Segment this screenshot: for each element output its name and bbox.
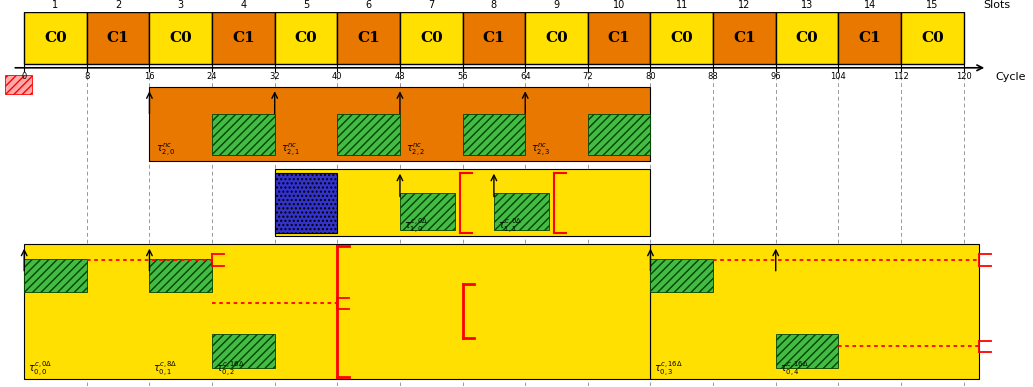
Bar <box>776 12 839 64</box>
Bar <box>839 12 901 64</box>
Text: C0: C0 <box>670 31 693 45</box>
Bar <box>212 12 275 64</box>
Text: 2: 2 <box>115 0 121 10</box>
Text: $\tau_{1,0}^{c,0\Delta}$: $\tau_{1,0}^{c,0\Delta}$ <box>404 216 429 235</box>
Text: C1: C1 <box>232 31 255 45</box>
Bar <box>901 12 964 64</box>
Text: 13: 13 <box>801 0 813 10</box>
Text: 1: 1 <box>53 0 59 10</box>
Bar <box>588 114 651 156</box>
Bar <box>212 114 275 156</box>
Text: Cycle: Cycle <box>995 72 1026 82</box>
Bar <box>24 244 338 379</box>
Bar <box>525 12 588 64</box>
Text: 24: 24 <box>207 72 217 80</box>
Bar <box>400 12 463 64</box>
Text: 14: 14 <box>864 0 876 10</box>
Text: C0: C0 <box>294 31 317 45</box>
Text: 0: 0 <box>22 72 27 80</box>
Text: 16: 16 <box>145 72 155 80</box>
Text: 7: 7 <box>428 0 435 10</box>
Bar <box>651 244 979 379</box>
Bar <box>588 12 651 64</box>
Text: 72: 72 <box>583 72 593 80</box>
Text: C1: C1 <box>357 31 380 45</box>
Text: C1: C1 <box>858 31 881 45</box>
Text: 6: 6 <box>366 0 372 10</box>
Bar <box>400 193 455 229</box>
Text: 9: 9 <box>554 0 560 10</box>
Bar <box>275 12 338 64</box>
Text: 112: 112 <box>894 72 909 80</box>
Text: 104: 104 <box>831 72 846 80</box>
Text: C0: C0 <box>795 31 818 45</box>
Bar <box>150 87 651 161</box>
Text: 32: 32 <box>270 72 280 80</box>
Text: C0: C0 <box>921 31 944 45</box>
Text: C1: C1 <box>733 31 756 45</box>
Text: C1: C1 <box>106 31 129 45</box>
Bar <box>338 114 400 156</box>
Bar <box>651 259 713 293</box>
Bar <box>275 169 651 236</box>
Text: 10: 10 <box>613 0 625 10</box>
Text: 80: 80 <box>646 72 656 80</box>
Bar <box>651 12 713 64</box>
Text: 120: 120 <box>956 72 971 80</box>
Text: C0: C0 <box>169 31 192 45</box>
Bar <box>338 244 651 379</box>
Bar <box>24 12 87 64</box>
Text: $\tau_{2,0}^{nc}$: $\tau_{2,0}^{nc}$ <box>156 142 176 159</box>
Text: 40: 40 <box>332 72 343 80</box>
Text: 8: 8 <box>84 72 90 80</box>
Text: C1: C1 <box>482 31 505 45</box>
Text: 96: 96 <box>771 72 781 80</box>
Bar <box>494 193 549 229</box>
Text: $\tau_{2,1}^{nc}$: $\tau_{2,1}^{nc}$ <box>281 142 301 159</box>
Bar <box>463 114 525 156</box>
Text: $\tau_{2,3}^{nc}$: $\tau_{2,3}^{nc}$ <box>531 142 551 159</box>
Text: 56: 56 <box>458 72 468 80</box>
Bar <box>24 259 87 293</box>
Bar <box>338 12 400 64</box>
Text: 64: 64 <box>520 72 531 80</box>
Text: Slots: Slots <box>983 0 1010 10</box>
Text: 4: 4 <box>241 0 247 10</box>
Text: C0: C0 <box>419 31 443 45</box>
Text: $\tau_{0,0}^{c,0\Delta}$: $\tau_{0,0}^{c,0\Delta}$ <box>28 359 53 378</box>
Text: $\tau_{0,2}^{c,16\Delta}$: $\tau_{0,2}^{c,16\Delta}$ <box>216 359 245 378</box>
Text: $\tau_{1,1}^{c,0\Delta}$: $\tau_{1,1}^{c,0\Delta}$ <box>498 216 523 235</box>
Text: $\tau_{2,2}^{nc}$: $\tau_{2,2}^{nc}$ <box>406 142 426 159</box>
Bar <box>713 12 776 64</box>
Text: $\tau_{0,1}^{c,8\Delta}$: $\tau_{0,1}^{c,8\Delta}$ <box>153 359 178 378</box>
Bar <box>776 334 839 368</box>
Bar <box>150 259 212 293</box>
Text: C0: C0 <box>44 31 67 45</box>
Text: C1: C1 <box>607 31 630 45</box>
Text: 12: 12 <box>739 0 751 10</box>
Text: 8: 8 <box>491 0 497 10</box>
Text: 5: 5 <box>303 0 309 10</box>
Text: 15: 15 <box>927 0 939 10</box>
Text: 48: 48 <box>395 72 405 80</box>
Bar <box>150 12 212 64</box>
Text: $\tau_{0,4}^{c,16\Delta}$: $\tau_{0,4}^{c,16\Delta}$ <box>780 359 809 378</box>
Bar <box>87 12 150 64</box>
Text: C0: C0 <box>545 31 568 45</box>
Text: $\tau_{0,3}^{c,16\Delta}$: $\tau_{0,3}^{c,16\Delta}$ <box>654 359 683 378</box>
Bar <box>463 12 525 64</box>
Bar <box>4 75 32 94</box>
Text: 3: 3 <box>178 0 184 10</box>
Text: 88: 88 <box>708 72 719 80</box>
Bar <box>212 334 275 368</box>
Text: 11: 11 <box>676 0 688 10</box>
Bar <box>275 173 338 233</box>
